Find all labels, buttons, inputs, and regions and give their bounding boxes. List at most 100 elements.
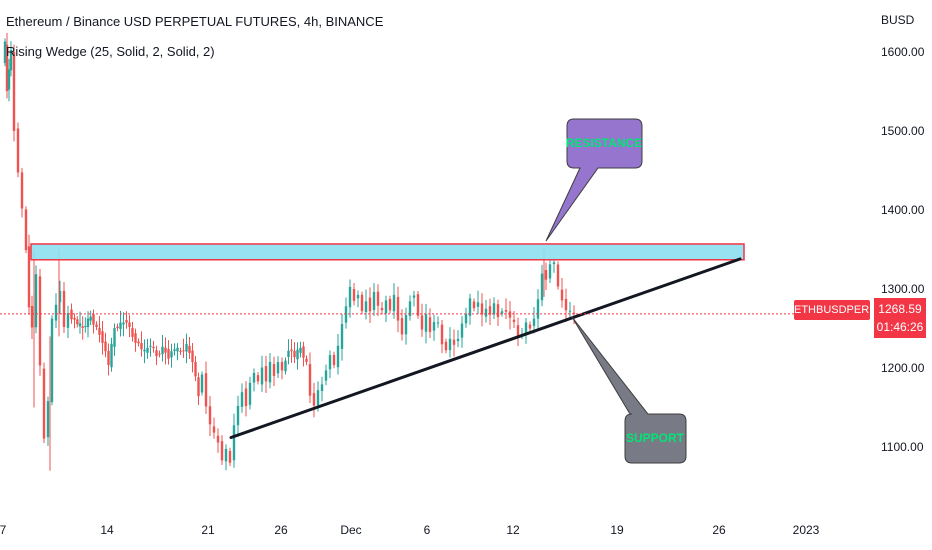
candle-body: [372, 291, 376, 311]
candle-body: [302, 346, 305, 358]
candle-body: [38, 276, 42, 366]
candle-body: [524, 322, 528, 335]
candle-body: [42, 368, 46, 439]
candle-body: [424, 314, 428, 332]
candle-body: [536, 299, 540, 319]
x-tick-label: 26: [274, 523, 288, 537]
candle-body: [544, 270, 548, 280]
candle-body: [296, 349, 299, 360]
candle-body: [194, 361, 197, 377]
support-callout[interactable]: SUPPORT: [571, 316, 687, 464]
candle-body: [107, 350, 110, 366]
candle-body: [197, 377, 200, 397]
candle-body: [95, 324, 98, 327]
time-axis[interactable]: 7 14 21 26 Dec 6 12 19 26 2023: [0, 523, 820, 537]
candle-body: [81, 326, 84, 328]
candle-body: [548, 264, 552, 279]
candle-body: [432, 322, 436, 331]
x-tick-label: 12: [506, 523, 520, 537]
y-tick-label: 1300.00: [881, 282, 925, 296]
price-axis[interactable]: 1100.00 1200.00 1300.00 1400.00 1500.00 1600.…: [881, 45, 925, 454]
candle-body: [472, 301, 476, 309]
candle-body: [508, 311, 512, 318]
candle-body: [161, 346, 164, 355]
candle-body: [516, 325, 520, 336]
candle-body: [256, 375, 260, 382]
candle-body: [212, 426, 216, 433]
candle-body: [308, 364, 312, 396]
candle-body: [400, 318, 404, 335]
candle-body: [312, 393, 316, 406]
candle-body: [110, 343, 113, 368]
candle-body: [244, 388, 248, 407]
candle-body: [164, 347, 167, 353]
candle-body: [204, 373, 208, 407]
candle-body: [324, 370, 328, 381]
resistance-callout-shape: [545, 118, 643, 242]
candle-body: [155, 350, 158, 357]
candle-body: [232, 425, 236, 461]
candle-body: [128, 322, 131, 327]
candle-body: [540, 273, 544, 301]
candle-body: [170, 351, 173, 358]
candle-body: [344, 306, 348, 323]
candle-body: [113, 327, 116, 347]
candle-body: [380, 307, 384, 311]
candle-body: [146, 347, 149, 353]
candle-body: [248, 382, 252, 405]
candle-body: [46, 401, 50, 438]
candle-body: [364, 301, 368, 313]
candle-body: [448, 338, 452, 351]
candle-body: [412, 295, 416, 298]
candle-body: [500, 311, 504, 314]
candle-body: [512, 319, 516, 323]
x-tick-label: 26: [712, 523, 726, 537]
candle-body: [264, 366, 268, 382]
candle-body: [216, 435, 220, 443]
resistance-callout[interactable]: RESISTANCE: [545, 118, 643, 242]
y-tick-label: 1400.00: [881, 203, 925, 217]
candle-body: [336, 345, 340, 368]
candle-body: [360, 294, 364, 312]
candle-body: [356, 294, 360, 299]
candle-body: [76, 319, 79, 325]
candle-body: [176, 347, 179, 352]
candle-body: [396, 296, 400, 321]
candle-body: [276, 362, 280, 374]
candle-body: [5, 44, 9, 91]
candle-body: [98, 327, 101, 335]
candle-body: [416, 294, 420, 316]
candle-body: [12, 52, 16, 131]
candle-body: [352, 289, 356, 301]
candle-body: [293, 350, 296, 358]
candle-body: [384, 300, 388, 314]
x-tick-label: Dec: [340, 523, 361, 537]
candle-body: [50, 318, 54, 403]
candle-body: [260, 367, 264, 385]
candle-body: [16, 128, 20, 173]
candle-body: [78, 323, 82, 327]
candle-body: [7, 69, 11, 90]
candle-body: [332, 354, 336, 366]
x-tick-label: 21: [201, 523, 215, 537]
support-trendline[interactable]: [229, 257, 742, 440]
candle-body: [532, 318, 536, 326]
candle-body: [408, 301, 412, 317]
bar-countdown: 01:46:26: [876, 320, 924, 334]
candle-body: [228, 450, 232, 463]
x-tick-label: 19: [610, 523, 624, 537]
candle-body: [58, 291, 62, 303]
candle-body: [392, 294, 396, 312]
indicator-legend[interactable]: Rising Wedge (25, Solid, 2, Solid, 2): [6, 44, 215, 59]
candle-body: [66, 313, 70, 328]
candle-body: [404, 315, 408, 335]
candle-body: [492, 303, 496, 315]
candle-body: [73, 317, 76, 320]
resistance-zone[interactable]: [30, 243, 745, 261]
candle-body: [101, 331, 104, 343]
candle-body: [348, 286, 352, 308]
candle-body: [480, 303, 484, 315]
candle-body: [173, 349, 176, 351]
candle-body: [460, 323, 464, 338]
